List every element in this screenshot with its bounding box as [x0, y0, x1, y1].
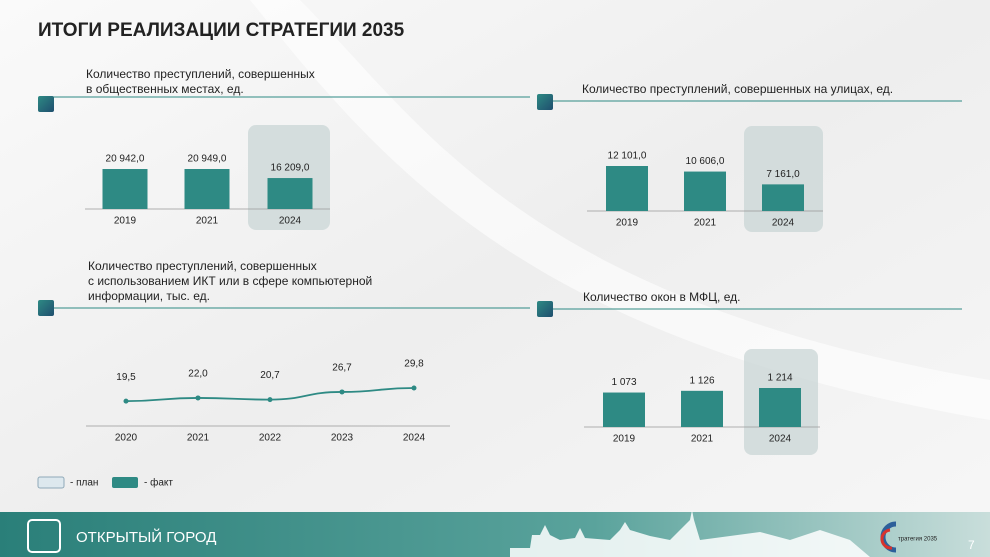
bar: [603, 392, 645, 427]
value-label: 12 101,0: [608, 151, 647, 162]
category-label: 2019: [114, 216, 137, 227]
category-label: 2024: [769, 434, 792, 445]
category-label: 2024: [279, 216, 302, 227]
logo-text: тратегия 2035: [898, 537, 938, 543]
chart-title: Количество преступлений, совершенных: [86, 67, 315, 81]
value-label: 10 606,0: [686, 156, 725, 167]
section-icon: [38, 300, 54, 316]
point: [411, 385, 417, 391]
category-label: 2019: [616, 218, 639, 229]
chart-title: в общественных местах, ед.: [86, 82, 244, 96]
value-label: 19,5: [116, 372, 136, 383]
value-label: 16 209,0: [271, 163, 310, 174]
chart-title: информации, тыс. ед.: [88, 289, 210, 303]
footer-icon: [27, 519, 61, 553]
category-label: 2023: [331, 433, 354, 444]
value-label: 20,7: [260, 370, 280, 381]
point: [195, 395, 201, 401]
value-label: 7 161,0: [766, 169, 800, 180]
chart-title: Количество преступлений, совершенных: [88, 259, 317, 273]
bar: [184, 169, 230, 209]
city-skyline: [510, 510, 870, 557]
point: [267, 397, 273, 403]
value-label: 29,8: [404, 359, 424, 370]
category-label: 2019: [613, 434, 636, 445]
category-label: 2024: [403, 433, 426, 444]
value-label: 20 942,0: [106, 154, 145, 165]
bar: [606, 166, 648, 211]
highlight: [248, 125, 330, 230]
category-label: 2024: [772, 218, 795, 229]
chart-title: с использованием ИКТ или в сфере компьют…: [88, 274, 372, 288]
legend-label: - факт: [144, 477, 173, 489]
legend-swatch: [37, 476, 65, 489]
value-label: 22,0: [188, 369, 208, 380]
decor: [250, 0, 990, 420]
category-label: 2021: [187, 433, 210, 444]
value-label: 1 073: [611, 377, 636, 388]
value-label: 20 949,0: [188, 154, 227, 165]
point: [123, 398, 129, 404]
value-label: 1 214: [767, 373, 792, 384]
bar: [684, 171, 726, 211]
category-label: 2022: [259, 433, 282, 444]
category-label: 2021: [196, 216, 219, 227]
category-label: 2021: [694, 218, 717, 229]
legend-label: - план: [70, 478, 98, 489]
section-icon: [38, 96, 54, 112]
category-label: 2020: [115, 433, 138, 444]
value-label: 26,7: [332, 363, 352, 374]
section-icon: [537, 94, 553, 110]
legend-swatch: [112, 477, 138, 488]
bar: [267, 178, 313, 209]
chart-title: Количество преступлений, совершенных на …: [582, 82, 893, 96]
point: [339, 389, 345, 395]
category-label: 2021: [691, 434, 714, 445]
value-label: 1 126: [689, 375, 714, 386]
section-icon: [537, 301, 553, 317]
bar: [759, 388, 801, 427]
bar: [102, 169, 148, 209]
bar: [762, 184, 804, 211]
page-number: 7: [968, 538, 975, 552]
logo-mark: [880, 528, 893, 550]
footer-label: ОТКРЫТЫЙ ГОРОД: [76, 528, 216, 546]
chart-title: Количество окон в МФЦ, ед.: [583, 290, 740, 304]
page-title: ИТОГИ РЕАЛИЗАЦИИ СТРАТЕГИИ 2035: [38, 20, 405, 41]
bar: [681, 390, 723, 427]
